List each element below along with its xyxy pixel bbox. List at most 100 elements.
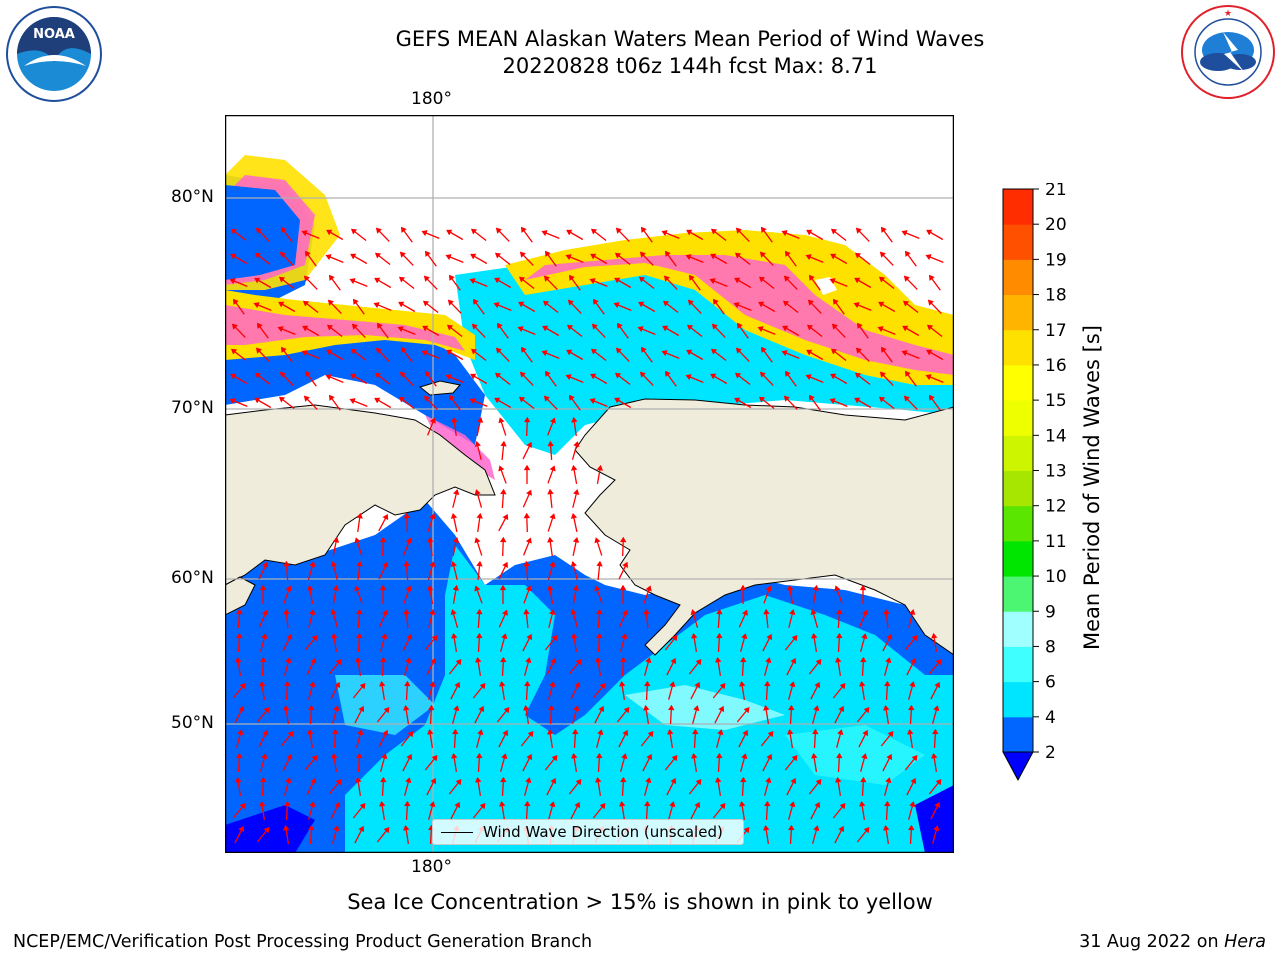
wave-arrow-head	[543, 275, 550, 282]
wave-arrow-head	[502, 609, 508, 616]
footer-date-text: 31 Aug 2022 on	[1079, 932, 1219, 952]
wave-arrow-head	[520, 346, 527, 353]
wave-arrow-head	[808, 274, 815, 281]
lat-label-60: 60°N	[171, 568, 214, 588]
colorbar-tick-label: 21	[1045, 183, 1067, 200]
wave-arrow-head	[590, 348, 598, 355]
wave-arrow-head	[453, 705, 460, 712]
wave-arrow-head	[622, 561, 629, 568]
wave-arrow-head	[664, 370, 671, 377]
wave-arrow-head	[853, 302, 860, 309]
wave-arrow-head	[503, 707, 510, 714]
wave-arrow-head	[285, 585, 292, 592]
wave-arrow-head	[927, 299, 934, 306]
wave-arrow-head	[926, 349, 933, 356]
wave-arrow-head	[670, 657, 677, 665]
wave-arrow-head	[575, 659, 582, 666]
wave-arrow-head	[573, 705, 580, 712]
colorbar-tick-label: 11	[1045, 532, 1067, 552]
wave-arrow-head	[880, 226, 887, 233]
wave-arrow-head	[645, 585, 652, 592]
wave-arrow-head	[838, 705, 845, 713]
wave-arrow-head	[741, 753, 748, 760]
wave-arrow-head	[517, 326, 524, 333]
wave-arrow-head	[254, 277, 261, 284]
wave-arrow-head	[856, 322, 863, 329]
wave-arrow-head	[256, 322, 263, 329]
wave-arrow-head	[430, 657, 437, 665]
wave-arrow-head	[623, 707, 630, 714]
wave-arrow-head	[758, 276, 766, 283]
wave-arrow-head	[931, 752, 938, 759]
wave-arrow-head	[238, 825, 245, 833]
wave-arrow-head	[808, 394, 815, 401]
wave-arrow-head	[783, 275, 790, 282]
colorbar-segment	[1003, 329, 1033, 366]
wave-arrow-head	[309, 561, 316, 568]
footer-date: 31 Aug 2022 on Hera	[1079, 932, 1266, 952]
wave-arrow-head	[710, 373, 717, 380]
wave-arrow-head	[690, 609, 697, 616]
wave-arrow-head	[670, 777, 677, 785]
wave-arrow-head	[263, 827, 270, 834]
wave-arrow-head	[763, 704, 770, 711]
wave-arrow-head	[448, 274, 455, 281]
arctic-ocean	[455, 255, 954, 455]
wave-arrow-head	[382, 729, 389, 737]
wave-arrow-head	[445, 254, 452, 261]
wave-arrow-head	[254, 252, 262, 259]
wave-arrow-head	[687, 299, 694, 306]
wave-arrow-head	[854, 277, 861, 284]
wave-arrow-head	[620, 776, 627, 783]
wave-arrow-head	[786, 584, 794, 591]
wave-arrow-head	[836, 632, 843, 639]
wave-arrow-head	[763, 824, 770, 831]
colorbar-tick-label: 6	[1045, 673, 1056, 693]
wave-arrow-head	[742, 729, 749, 737]
wave-arrow-head	[450, 561, 457, 568]
wave-arrow-head	[496, 322, 503, 329]
wave-arrow-head	[859, 680, 866, 687]
wave-arrow-head	[479, 803, 486, 810]
chart-subtitle: 20220828 t06z 144h fcst Max: 8.71	[502, 54, 878, 78]
wave-arrow-head	[524, 800, 531, 807]
wave-arrow-head	[424, 370, 431, 377]
wave-arrow-head	[325, 254, 332, 261]
wave-arrow-head	[735, 347, 742, 354]
wave-arrow-head	[671, 755, 678, 762]
wave-arrow-head	[469, 398, 476, 405]
wave-arrow-head	[547, 728, 554, 735]
wave-arrow-head	[572, 536, 580, 543]
wave-arrow-head	[790, 657, 797, 665]
wave-arrow-head	[350, 253, 357, 260]
wave-arrow-head	[351, 323, 358, 330]
wave-arrow-head	[523, 560, 530, 567]
lat-label-70: 70°N	[171, 398, 214, 418]
wave-arrow-head	[379, 584, 387, 591]
wave-arrow-head	[715, 776, 722, 783]
wave-arrow-head	[379, 536, 387, 543]
map-frame	[225, 115, 954, 853]
wave-arrow-head	[429, 513, 436, 520]
wave-arrow-head	[883, 824, 890, 831]
wave-arrow-head	[551, 755, 558, 762]
wave-arrow-head	[356, 752, 363, 759]
wave-arrow-head	[879, 371, 886, 378]
wave-arrow-head	[568, 394, 575, 401]
colorbar: 2 4 6 8 9 10 11 12 13 14 15 16 17 18 19 20 21	[1002, 183, 1067, 782]
wave-arrow-head	[764, 680, 771, 687]
wave-arrow-head	[806, 324, 814, 331]
wave-arrow-head	[766, 753, 773, 761]
wave-arrow-head	[765, 585, 772, 592]
wave-arrow-head	[685, 254, 692, 261]
wave-arrow-head	[592, 298, 599, 305]
wave-arrow-head	[375, 227, 382, 234]
wave-arrow-head	[450, 512, 458, 519]
wave-arrow-head	[235, 776, 242, 783]
wave-arrow-head	[719, 803, 726, 810]
wave-arrow-head	[933, 705, 940, 712]
wave-arrow-head	[479, 683, 486, 690]
wave-arrow-head	[884, 800, 891, 807]
wave-arrow-head	[452, 536, 460, 543]
wave-arrow-head	[476, 632, 483, 639]
